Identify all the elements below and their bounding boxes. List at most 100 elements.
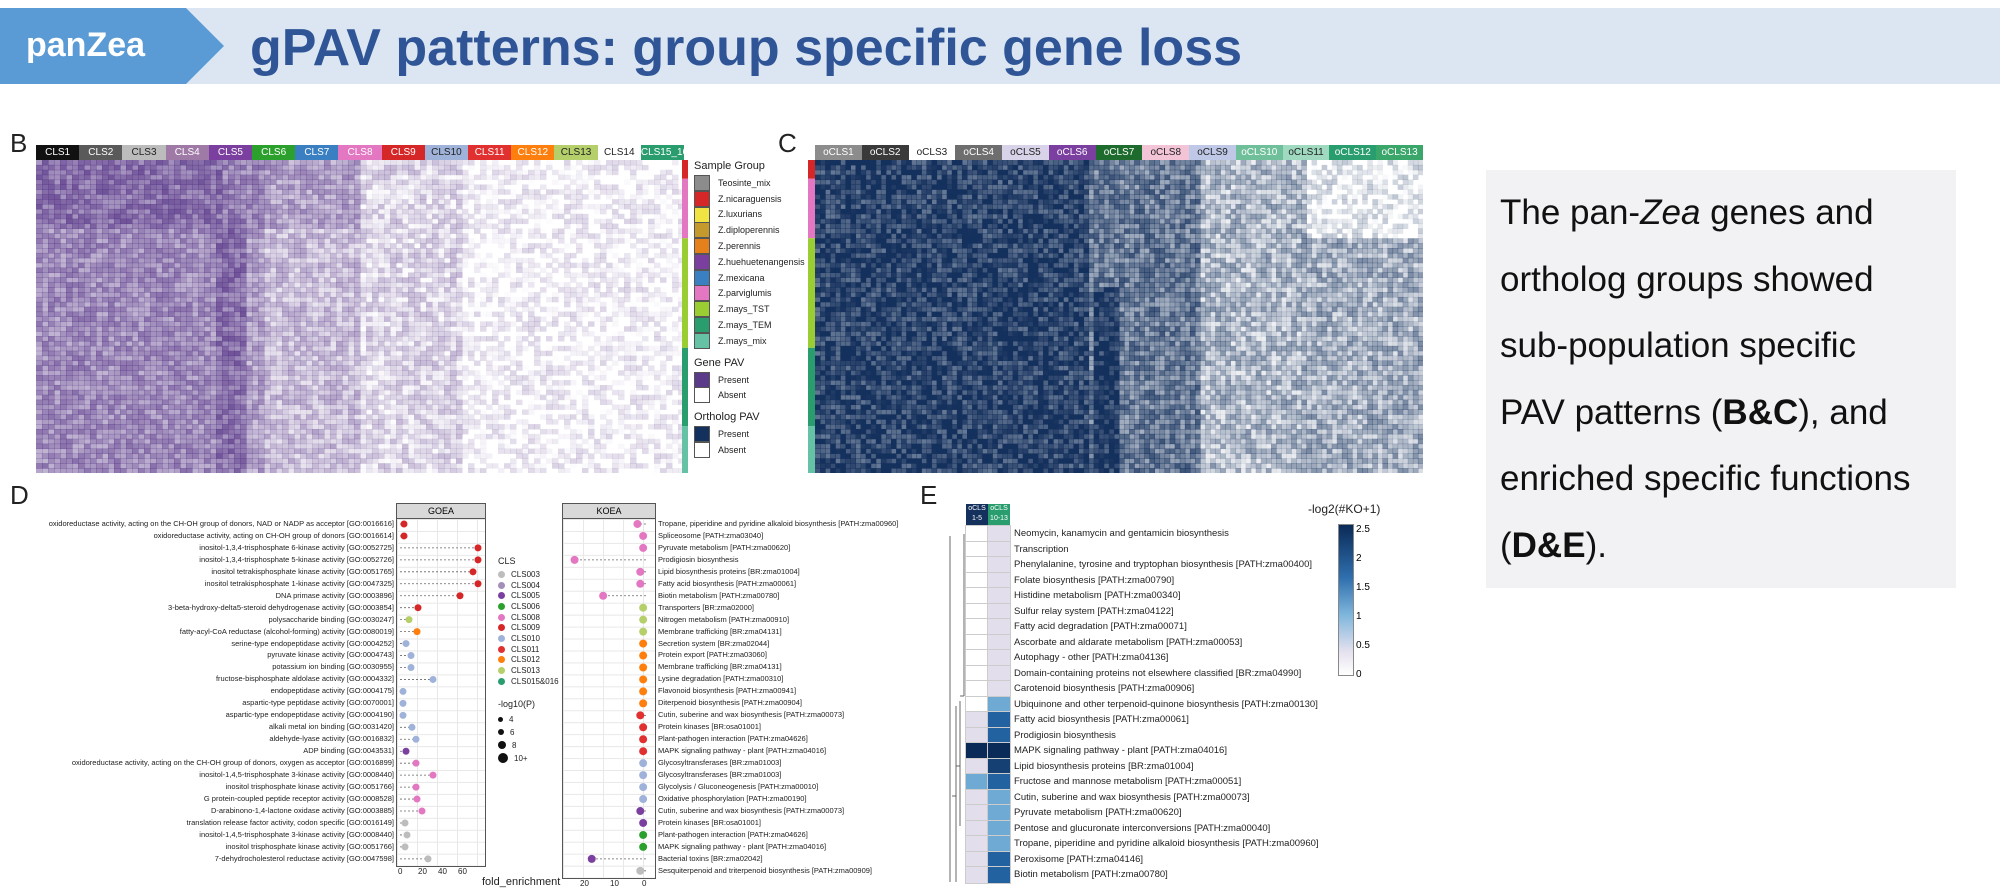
sample-strip-segment	[808, 160, 815, 179]
go-point	[407, 664, 415, 671]
ko-cell	[965, 602, 989, 620]
cluster-ocls10: oCLS10	[1235, 145, 1283, 160]
colorbar-tick: 1	[1356, 611, 1362, 622]
kegg-point	[633, 519, 642, 528]
legend-swatch	[694, 371, 710, 388]
pathway-label: Cutin, suberine and wax biosynthesis [PA…	[1014, 791, 1250, 803]
go-point	[412, 735, 420, 743]
goea-facet: GOEA	[396, 503, 486, 519]
term-label: oxidoreductase activity, acting on the C…	[71, 758, 394, 768]
go-point	[402, 640, 410, 648]
cls-dot	[498, 602, 505, 610]
axis-tick: 10	[610, 879, 619, 888]
term-label: oxidoreductase activity, acting on the C…	[48, 519, 394, 528]
legend-item: Z.mays_TST	[694, 301, 805, 318]
term-label: inositol trisphosphate kinase activity […	[225, 841, 394, 851]
pathway-label: Fatty acid degradation [PATH:zma00071]	[1014, 621, 1187, 632]
cluster-cls3: CLS3	[122, 145, 166, 160]
cluster-ocls7: oCLS7	[1095, 145, 1143, 160]
ko-cell	[987, 664, 1011, 682]
legend-label: Absent	[718, 390, 747, 401]
go-point	[399, 699, 407, 707]
legend-label: Z.mexicana	[718, 272, 765, 283]
term-label: inositol-1,4,5-trisphosphate 3-kinase ac…	[199, 829, 394, 839]
legend-label: Z.huehuetenangensis	[718, 256, 805, 267]
cluster-ocls5: oCLS5	[1002, 145, 1049, 160]
kegg-point	[570, 555, 579, 564]
pathway-label: Ubiquinone and other terpenoid-quinone b…	[1014, 698, 1318, 710]
sample-strip-segment	[808, 178, 815, 239]
legend-swatch	[694, 301, 710, 318]
cluster-ocls6: oCLS6	[1048, 145, 1096, 160]
legend-item: Z.parviglumis	[694, 285, 805, 302]
pathway-label: Histidine metabolism [PATH:zma00340]	[1014, 590, 1181, 601]
term-label: Fatty acid biosynthesis [PATH:zma00061]	[658, 578, 797, 588]
cls-legend-label: CLS012	[511, 655, 540, 665]
kegg-point	[639, 543, 648, 552]
term-label: inositol-1,3,4-trisphosphate 6-kinase ac…	[199, 542, 394, 552]
cls-dot	[498, 634, 505, 642]
axis-tick: 40	[438, 867, 447, 876]
sample-group-strip-c	[808, 160, 815, 473]
size-legend-label: 8	[512, 740, 517, 750]
colorbar-tick: 2	[1356, 553, 1362, 564]
kegg-point	[639, 747, 648, 756]
term-label: fatty-acyl-CoA reductase (alcohol-formin…	[179, 626, 394, 636]
term-label: alkali metal ion binding [GO:0031420]	[268, 722, 394, 732]
kegg-point	[639, 675, 648, 684]
cls-dot	[498, 581, 505, 589]
cluster-cls10: CLS10	[424, 145, 469, 160]
cluster-ocls12: oCLS12	[1329, 145, 1377, 160]
cls-dot	[498, 677, 505, 685]
term-label: Glycosyltransferases [BR:zma01003]	[658, 770, 782, 780]
term-label: inositol-1,4,5-trisphosphate 3-kinase ac…	[199, 770, 394, 780]
cls-legend-label: CLS006	[511, 601, 540, 611]
pathway-label: Carotenoid biosynthesis [PATH:zma00906]	[1014, 683, 1195, 694]
kegg-point	[639, 842, 648, 851]
axis-tick: 0	[642, 879, 647, 888]
size-legend-label: 4	[509, 714, 514, 724]
description-box: The pan-Zea genes and ortholog groups sh…	[1486, 170, 1956, 588]
cls-legend-item: CLS015&016	[498, 676, 559, 687]
slide-title: gPAV patterns: group specific gene loss	[250, 19, 1243, 77]
description-text: The pan-Zea genes and ortholog groups sh…	[1500, 193, 1911, 565]
cluster-ocls2: oCLS2	[861, 145, 909, 160]
pathway-label: Phenylalanine, tyrosine and tryptophan b…	[1014, 559, 1313, 570]
legend-swatch	[694, 253, 710, 270]
cls-legend-item: CLS003	[498, 569, 559, 580]
kegg-point	[639, 639, 648, 648]
term-label: Transporters [BR:zma02000]	[658, 602, 755, 612]
ko-cell	[987, 804, 1011, 822]
go-point	[474, 556, 482, 564]
term-label: Glycosyltransferases [BR:zma01003]	[658, 758, 782, 768]
kegg-point	[639, 795, 648, 804]
sample-strip-segment	[682, 238, 688, 348]
term-label: Nitrogen metabolism [PATH:zma00910]	[658, 614, 790, 624]
go-point	[405, 616, 413, 624]
kegg-point	[639, 830, 648, 839]
cluster-ocls1: oCLS1	[815, 145, 862, 160]
ko-cell	[965, 680, 989, 698]
ko-cell	[987, 571, 1011, 589]
ko-cell	[965, 866, 989, 884]
legend-label: Teosinte_mix	[718, 177, 771, 188]
cls-dot	[498, 667, 505, 675]
ko-cell	[987, 602, 1011, 620]
size-dot	[498, 753, 508, 764]
legend-label: Z.mays_TST	[718, 304, 770, 315]
cls-legend-label: CLS013	[511, 666, 540, 676]
go-point	[413, 628, 421, 636]
cls-legend-item: CLS005	[498, 590, 559, 601]
term-label: endopeptidase activity [GO:0004175]	[270, 686, 394, 696]
term-label: aspartic-type endopeptidase activity [GO…	[225, 710, 394, 720]
cluster-cls15_16: CLS15_16	[640, 145, 685, 160]
cls-legend-title: CLS	[498, 556, 516, 566]
size-legend-label: 10+	[514, 753, 528, 763]
kegg-point	[639, 627, 648, 636]
kegg-point	[639, 723, 648, 732]
legend-item: Absent	[694, 387, 805, 404]
term-label: Tropane, piperidine and pyridine alkaloi…	[658, 519, 899, 528]
ko-cell	[965, 525, 989, 543]
ko-cell	[987, 618, 1011, 636]
goea-plot	[396, 518, 486, 867]
